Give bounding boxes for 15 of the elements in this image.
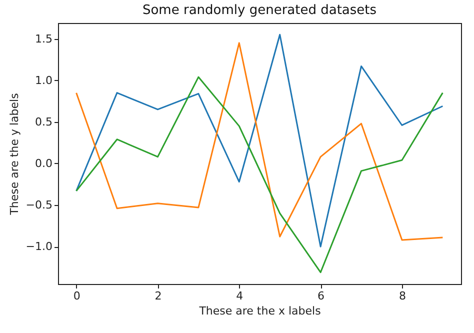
x-tick-label: 4 [236, 290, 244, 302]
x-tick-label: 2 [154, 290, 162, 302]
x-axis-title: These are the x labels [198, 304, 322, 318]
y-axis-title: These are the y labels [8, 92, 21, 216]
y-tick-label: 0.0 [35, 156, 52, 170]
x-tick-label: 0 [73, 290, 80, 302]
line-series [76, 76, 444, 274]
y-tick-label: 1.0 [35, 74, 52, 87]
y-tick-label: 1.5 [35, 32, 52, 46]
y-tick-label: 0.5 [35, 115, 52, 128]
x-tick-label: 8 [398, 290, 406, 302]
y-tick-label: −1.0 [26, 240, 52, 254]
x-tick-label: 6 [318, 290, 325, 302]
chart-title: Some randomly generated datasets [142, 3, 377, 18]
y-tick-label: −0.5 [26, 198, 52, 212]
